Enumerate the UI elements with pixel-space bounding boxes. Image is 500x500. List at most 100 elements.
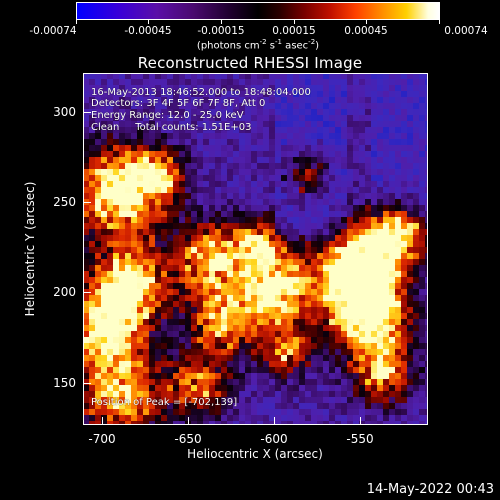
heatmap-cell (209, 343, 215, 349)
heatmap-cell (425, 421, 428, 425)
heatmap-cell (119, 259, 125, 265)
heatmap-cell (125, 85, 131, 91)
heatmap-cell (335, 379, 341, 385)
heatmap-cell (305, 79, 311, 85)
heatmap-cell (227, 175, 233, 181)
heatmap-cell (161, 247, 167, 253)
heatmap-cell (221, 223, 227, 229)
heatmap-cell (371, 331, 377, 337)
heatmap-cell (419, 139, 425, 145)
heatmap-cell (323, 121, 329, 127)
heatmap-cell (197, 79, 203, 85)
heatmap-cell (425, 187, 428, 193)
heatmap-cell (383, 391, 389, 397)
heatmap-cell (341, 157, 347, 163)
heatmap-cell (407, 355, 413, 361)
heatmap-cell (155, 85, 161, 91)
heatmap-cell (419, 193, 425, 199)
heatmap-cell (341, 163, 347, 169)
heatmap-cell (137, 409, 143, 415)
heatmap-cell (137, 253, 143, 259)
heatmap-cell (371, 409, 377, 415)
heatmap-cell (155, 133, 161, 139)
heatmap-cell (419, 109, 425, 115)
heatmap-cell (257, 73, 263, 79)
heatmap-cell (83, 247, 89, 253)
heatmap-cell (335, 415, 341, 421)
heatmap-cell (143, 319, 149, 325)
heatmap-cell (383, 397, 389, 403)
heatmap-cell (347, 403, 353, 409)
heatmap-cell (287, 157, 293, 163)
heatmap-cell (407, 211, 413, 217)
heatmap-cell (239, 379, 245, 385)
heatmap-cell (185, 253, 191, 259)
heatmap-cell (395, 241, 401, 247)
heatmap-cell (155, 169, 161, 175)
heatmap-cell (239, 391, 245, 397)
heatmap-cell (173, 343, 179, 349)
heatmap-cell (269, 127, 275, 133)
heatmap-cell (125, 133, 131, 139)
heatmap-cell (149, 241, 155, 247)
heatmap-cell (299, 193, 305, 199)
heatmap-cell (221, 181, 227, 187)
heatmap-cell (221, 337, 227, 343)
heatmap-cell (281, 217, 287, 223)
heatmap-cell (281, 319, 287, 325)
heatmap-cell (119, 289, 125, 295)
y-axis-label: Heliocentric Y (arcsec) (23, 181, 37, 317)
heatmap-cell (407, 217, 413, 223)
heatmap-cell (299, 265, 305, 271)
heatmap-cell (269, 169, 275, 175)
heatmap-cell (113, 367, 119, 373)
heatmap-cell (101, 409, 107, 415)
heatmap-cell (239, 313, 245, 319)
heatmap-cell (173, 415, 179, 421)
heatmap-cell (389, 385, 395, 391)
heatmap-cell (209, 409, 215, 415)
heatmap-cell (407, 247, 413, 253)
heatmap-cell (425, 343, 428, 349)
heatmap-cell (407, 139, 413, 145)
heatmap-cell (395, 397, 401, 403)
heatmap-cell (83, 349, 89, 355)
heatmap-cell (263, 133, 269, 139)
heatmap-cell (335, 133, 341, 139)
heatmap-cell (371, 385, 377, 391)
heatmap-cell (203, 241, 209, 247)
heatmap-cell (335, 367, 341, 373)
heatmap-cell (143, 277, 149, 283)
heatmap-cell (275, 247, 281, 253)
heatmap-cell (275, 379, 281, 385)
heatmap-cell (131, 331, 137, 337)
heatmap-cell (377, 91, 383, 97)
colorbar-tick-label: 0.00074 (444, 25, 488, 37)
heatmap-cell (263, 103, 269, 109)
heatmap-cell (191, 415, 197, 421)
heatmap-cell (293, 193, 299, 199)
heatmap-cell (83, 73, 89, 79)
heatmap-cell (131, 277, 137, 283)
heatmap-cell (221, 103, 227, 109)
heatmap-cell (275, 415, 281, 421)
heatmap-cell (155, 175, 161, 181)
heatmap-cell (119, 91, 125, 97)
heatmap-cell (287, 295, 293, 301)
heatmap-cell (323, 85, 329, 91)
heatmap-cell (263, 331, 269, 337)
heatmap-cell (107, 181, 113, 187)
heatmap-cell (305, 325, 311, 331)
heatmap-cell (311, 211, 317, 217)
heatmap-cell (203, 133, 209, 139)
heatmap-cell (425, 91, 428, 97)
heatmap-cell (125, 223, 131, 229)
colorbar-units: (photons cm-2 s-1 asec-2) (196, 38, 320, 52)
heatmap-cell (143, 127, 149, 133)
heatmap-cell (101, 169, 107, 175)
heatmap-cell (383, 217, 389, 223)
heatmap-cell (353, 259, 359, 265)
heatmap-cell (347, 253, 353, 259)
heatmap-cell (407, 349, 413, 355)
heatmap-cell (305, 373, 311, 379)
